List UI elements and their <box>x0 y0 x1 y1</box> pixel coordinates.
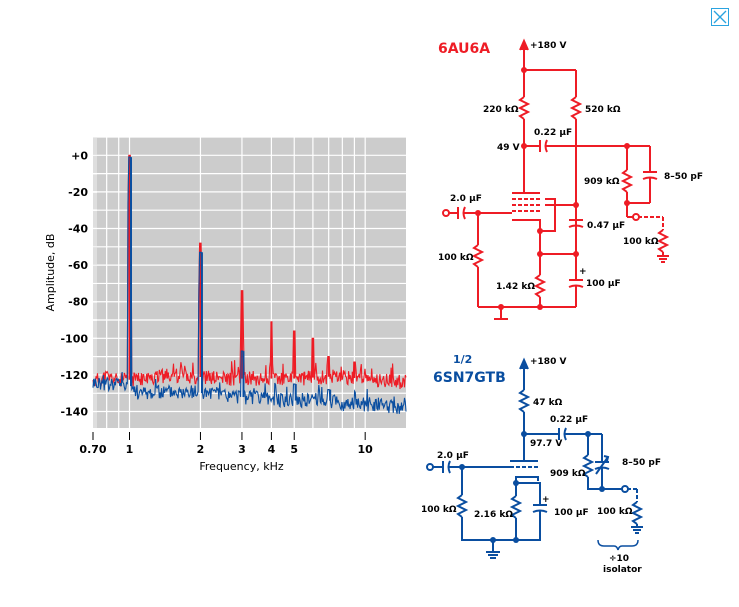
label-c-couple-b: 0.22 µF <box>550 415 588 425</box>
x-tick-label: 2 <box>197 443 205 456</box>
label-r-load: 100 kΩ <box>623 237 659 247</box>
x-tick-label: 4 <box>268 443 276 456</box>
label-c-input: 2.0 µF <box>450 194 482 204</box>
schematic-6sn7gtb-title: 6SN7GTB <box>433 370 506 386</box>
y-tick-label: -100 <box>60 332 88 345</box>
schematic-6au6a-nodes <box>475 67 630 310</box>
x-tick-label: 0.70 <box>79 443 106 456</box>
y-tick-label: -80 <box>68 296 88 309</box>
label-supply: +180 V <box>530 41 566 51</box>
close-button[interactable] <box>711 8 729 26</box>
y-axis: +0 -20 -40 -60 -80 -100 -120 -140 <box>60 149 88 418</box>
label-polarity: + <box>579 267 587 277</box>
label-r-cathode: 1.42 kΩ <box>496 282 535 292</box>
label-c-cathode: 100 µF <box>586 279 621 289</box>
series-line <box>92 154 407 390</box>
label-c-trim-b: 8–50 pF <box>622 458 661 468</box>
x-tick-label: 1 <box>126 443 134 456</box>
label-r-grid-b: 100 kΩ <box>421 505 457 515</box>
label-r-probe: 909 kΩ <box>584 177 620 187</box>
series-line <box>92 156 407 414</box>
series-6sn7gtb <box>92 156 407 414</box>
label-r-grid: 100 kΩ <box>438 253 474 263</box>
y-tick-label: +0 <box>71 149 88 162</box>
label-plate-voltage: 49 V <box>497 143 520 153</box>
label-r-probe-b: 909 kΩ <box>550 469 586 479</box>
x-axis-title: Frequency, kHz <box>199 460 283 473</box>
x-tick-label: 10 <box>358 443 374 456</box>
label-supply-b: +180 V <box>530 357 566 367</box>
close-x-icon <box>713 10 727 24</box>
label-r-screen: 520 kΩ <box>585 105 621 115</box>
label-c-input-b: 2.0 µF <box>437 451 469 461</box>
schematic-6au6a-wires <box>449 38 670 320</box>
label-plate-voltage-b: 97.7 V <box>530 439 562 449</box>
label-isolator: isolator <box>603 565 642 575</box>
label-c-cathode-b: 100 µF <box>554 508 589 518</box>
label-r-plate: 220 kΩ <box>483 105 519 115</box>
x-tick-label: 3 <box>238 443 246 456</box>
schematic-6sn7gtb-nodes <box>459 431 605 543</box>
y-tick-label: -140 <box>60 406 88 419</box>
y-tick-label: -120 <box>60 369 88 382</box>
y-tick-label: -60 <box>68 259 88 272</box>
y-axis-minor-ticks <box>93 138 97 428</box>
series-layer <box>92 154 407 414</box>
y-tick-label: -40 <box>68 223 88 236</box>
schematic-6sn7gtb-wires <box>432 357 644 559</box>
label-c-trim: 8–50 pF <box>664 172 703 182</box>
schematic-6au6a-title: 6AU6A <box>438 41 490 57</box>
label-r-cathode-b: 2.16 kΩ <box>474 510 513 520</box>
x-axis: 0.70 1 2 3 4 5 10 <box>79 432 373 456</box>
schematic-6au6a-terminals <box>442 209 640 221</box>
y-axis-title: Amplitude, dB <box>44 234 57 312</box>
label-c-couple: 0.22 µF <box>534 128 572 138</box>
label-r-load-b: 100 kΩ <box>597 507 633 517</box>
x-tick-label: 5 <box>290 443 298 456</box>
schematic-6sn7gtb-fraction: 1/2 <box>453 353 472 366</box>
label-polarity-b: + <box>542 495 550 505</box>
schematic-6sn7gtb-terminals <box>426 463 629 493</box>
series-6au6a <box>92 154 407 390</box>
label-isolator-ratio: ÷10 <box>609 554 629 564</box>
label-r-plate-b: 47 kΩ <box>533 398 563 408</box>
y-tick-label: -20 <box>68 186 88 199</box>
label-c-screen: 0.47 µF <box>587 221 625 231</box>
